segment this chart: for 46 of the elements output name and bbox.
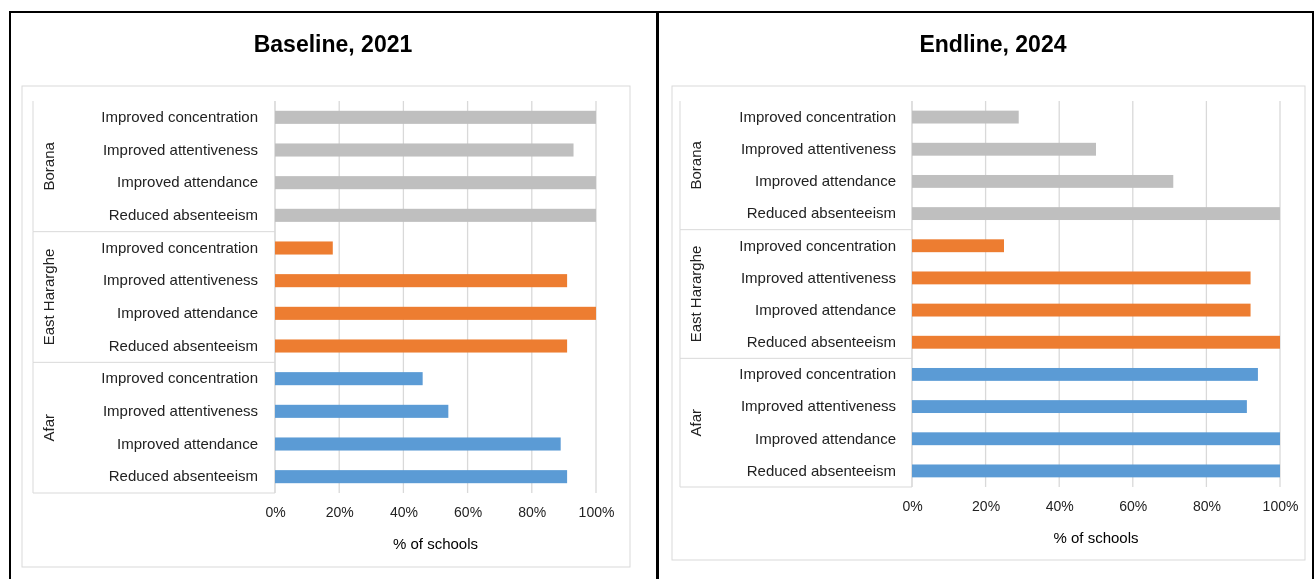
y-tick-label: Improved attentiveness [740,268,896,286]
text: East Hararghe [39,248,57,346]
text: East Hararghe [686,245,704,343]
y-tick-label: Improved attentiveness [740,140,896,158]
y-tick-label: Improved concentration [101,369,258,387]
x-tick-label: 60% [1119,497,1148,514]
y-tick-label: Improved attendance [117,434,258,452]
y-tick-label: Improved attendance [755,429,896,447]
y-tick-label: Improved concentration [101,108,258,126]
y-tick-label: Improved attendance [117,173,258,191]
x-tick-label: 0% [902,497,923,514]
y-tick-label: Reduced absenteeism [108,467,258,485]
y-tick-label: Improved attentiveness [102,402,258,420]
x-tick-label: 20% [325,503,354,520]
y-tick-label: Improved concentration [739,107,896,125]
text: Borana [39,141,57,191]
x-tick-label: 80% [518,503,547,520]
y-tick-label: Improved attendance [755,300,896,318]
text: Afar [39,413,57,442]
x-tick-label: 40% [389,503,418,520]
x-axis-title: % of schools [1053,529,1139,546]
y-tick-label: Improved attentiveness [102,271,258,289]
y-tick-label: Improved attendance [117,304,258,322]
y-tick-label: Improved attentiveness [740,397,896,415]
y-tick-label: Reduced absenteeism [746,333,896,351]
y-tick-label: Improved attentiveness [102,140,258,158]
y-tick-label: Reduced absenteeism [108,336,258,354]
y-tick-label: Improved attendance [755,172,896,190]
text: Afar [686,408,704,437]
x-tick-label: 40% [1045,497,1074,514]
x-axis-title: % of schools [392,535,479,552]
x-tick-label: 20% [972,497,1001,514]
x-tick-label: 80% [1192,497,1221,514]
chart-title: Baseline, 2021 [253,31,413,57]
x-tick-label: 100% [1262,497,1299,514]
y-tick-label: Improved concentration [101,238,258,256]
chart-title: Endline, 2024 [919,31,1067,57]
text: Borana [686,140,704,190]
y-tick-label: Improved concentration [739,236,896,254]
y-tick-label: Reduced absenteeism [108,206,258,224]
x-tick-label: 60% [454,503,483,520]
y-tick-label: Reduced absenteeism [746,204,896,222]
y-tick-label: Reduced absenteeism [746,461,896,479]
x-tick-label: 100% [578,503,615,520]
x-tick-label: 0% [265,503,286,520]
y-tick-label: Improved concentration [739,365,896,383]
